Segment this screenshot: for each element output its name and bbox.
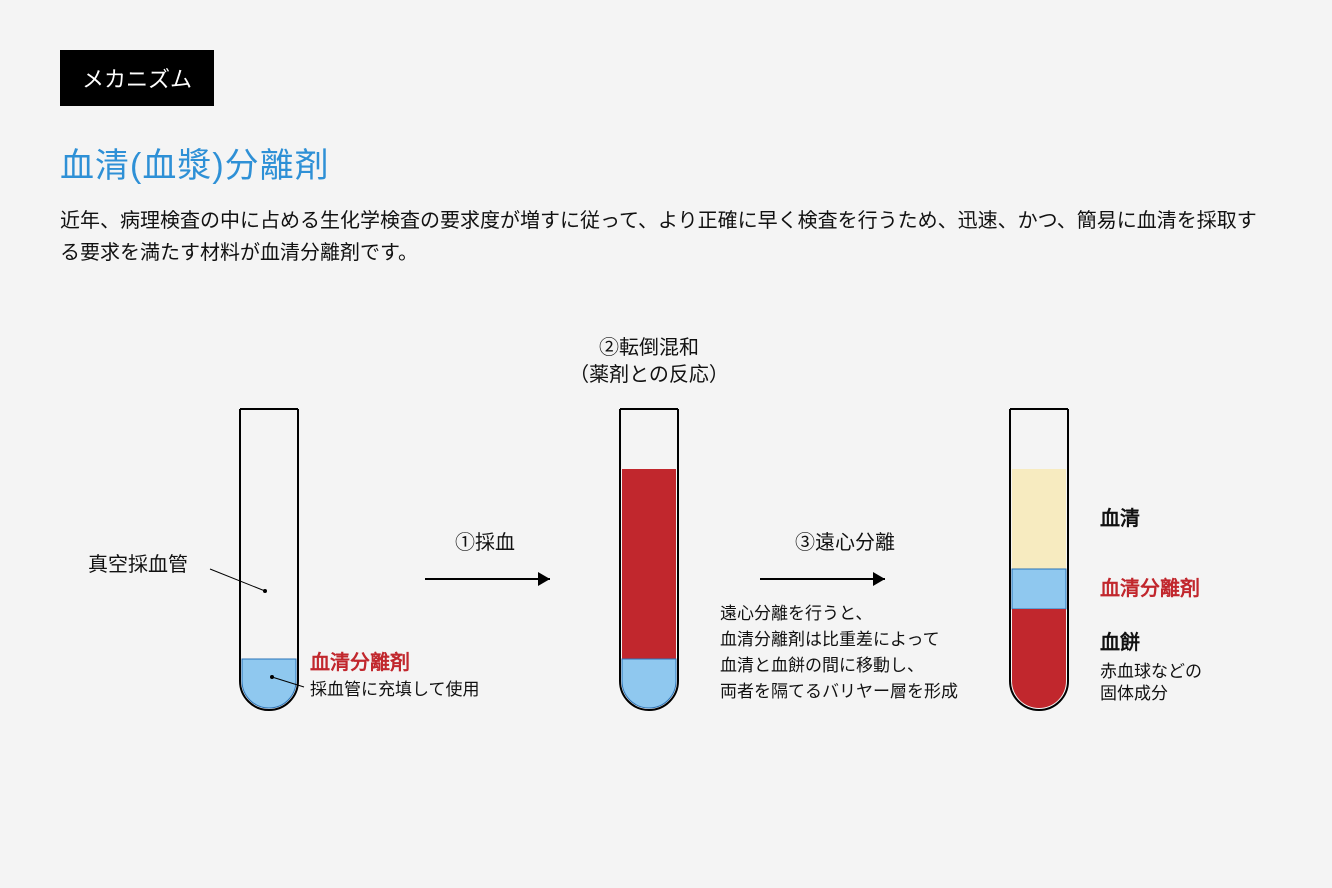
step2-label-line2: （薬剤との反応）	[569, 363, 729, 386]
tube-2	[620, 409, 678, 710]
step1-label: ①採血	[455, 531, 515, 554]
arrow-1	[425, 572, 550, 586]
tube1-separator-sub: 採血管に充填して使用	[310, 679, 480, 699]
tube3-clot-label: 血餅	[1100, 630, 1140, 654]
intro-paragraph: 近年、病理検査の中に占める生化学検査の要求度が増すに従って、より正確に早く検査を…	[60, 205, 1272, 269]
tube3-serum-fill	[1012, 469, 1066, 569]
centrifuge-desc-2: 血清分離剤は比重差によって	[720, 630, 940, 649]
lead-line-vacuum	[210, 569, 265, 591]
tube2-separator-fill	[622, 659, 676, 708]
tube3-serum-label: 血清	[1100, 506, 1140, 530]
tube2-blood-fill	[622, 469, 676, 659]
tube3-clot-sub1: 赤血球などの	[1100, 662, 1202, 681]
section-badge: メカニズム	[60, 50, 214, 106]
tube-1	[240, 409, 298, 710]
tube3-clot-fill	[1012, 609, 1066, 708]
arrow-2	[760, 572, 885, 586]
centrifuge-desc-1: 遠心分離を行うと、	[720, 604, 872, 623]
page-title: 血清(血漿)分離剤	[60, 138, 1272, 187]
tube-3	[1010, 409, 1068, 710]
tube1-vacuum-label: 真空採血管	[88, 553, 188, 576]
tube3-separator-label: 血清分離剤	[1100, 576, 1200, 600]
centrifuge-desc-4: 両者を隔てるバリヤー層を形成	[720, 682, 958, 701]
tube1-separator-label: 血清分離剤	[310, 650, 410, 674]
tube3-separator-fill	[1012, 569, 1066, 609]
step2-label-line1: ②転倒混和	[599, 336, 699, 359]
mechanism-diagram: 真空採血管 血清分離剤 採血管に充填して使用 ①採血 ②転倒混和 （薬剤との反応…	[60, 299, 1272, 859]
step3-label: ③遠心分離	[795, 531, 895, 554]
tube3-clot-sub2: 固体成分	[1100, 684, 1168, 703]
centrifuge-desc-3: 血清と血餅の間に移動し、	[720, 656, 924, 675]
tube1-separator-fill	[242, 659, 296, 708]
